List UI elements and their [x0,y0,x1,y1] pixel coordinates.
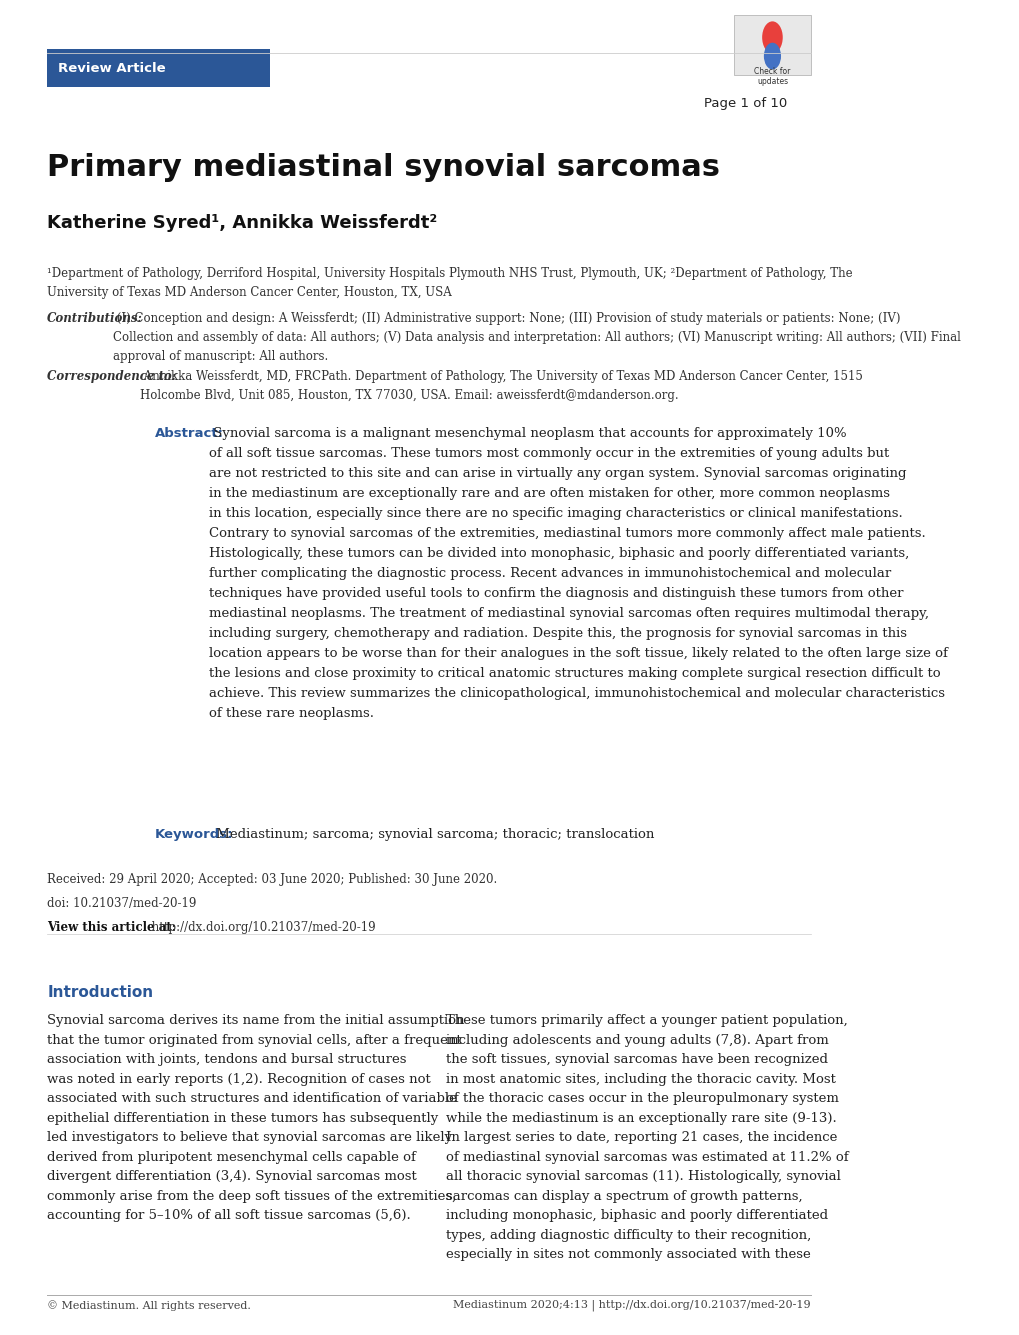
Text: Received: 29 April 2020; Accepted: 03 June 2020; Published: 30 June 2020.: Received: 29 April 2020; Accepted: 03 Ju… [47,873,497,886]
Circle shape [763,43,781,69]
Text: http://dx.doi.org/10.21037/med-20-19: http://dx.doi.org/10.21037/med-20-19 [149,921,376,934]
Text: Introduction: Introduction [47,985,153,1000]
Text: Abstract:: Abstract: [154,427,223,441]
FancyBboxPatch shape [733,15,810,75]
Text: Annikka Weissferdt, MD, FRCPath. Department of Pathology, The University of Texa: Annikka Weissferdt, MD, FRCPath. Departm… [140,370,862,402]
Text: Correspondence to:: Correspondence to: [47,370,176,383]
Text: Primary mediastinal synovial sarcomas: Primary mediastinal synovial sarcomas [47,154,719,183]
Text: © Mediastinum. All rights reserved.: © Mediastinum. All rights reserved. [47,1300,251,1311]
Circle shape [761,21,782,53]
Text: Mediastinum 2020;4:13 | http://dx.doi.org/10.21037/med-20-19: Mediastinum 2020;4:13 | http://dx.doi.or… [453,1299,810,1311]
Text: Synovial sarcoma is a malignant mesenchymal neoplasm that accounts for approxima: Synovial sarcoma is a malignant mesenchy… [208,427,947,720]
Text: Review Article: Review Article [57,61,165,75]
Text: Katherine Syred¹, Annikka Weissferdt²: Katherine Syred¹, Annikka Weissferdt² [47,214,437,231]
Text: These tumors primarily affect a younger patient population,
including adolescent: These tumors primarily affect a younger … [446,1015,848,1262]
Text: ¹Department of Pathology, Derriford Hospital, University Hospitals Plymouth NHS : ¹Department of Pathology, Derriford Hosp… [47,267,852,299]
Text: Mediastinum; sarcoma; synovial sarcoma; thoracic; translocation: Mediastinum; sarcoma; synovial sarcoma; … [212,828,654,841]
Text: Keywords:: Keywords: [154,828,232,841]
Text: Contributions:: Contributions: [47,312,143,326]
Text: Page 1 of 10: Page 1 of 10 [703,97,787,111]
Text: View this article at:: View this article at: [47,921,176,934]
Text: Synovial sarcoma derives its name from the initial assumption
that the tumor ori: Synovial sarcoma derives its name from t… [47,1015,465,1223]
FancyBboxPatch shape [47,49,270,87]
Text: Check for
updates: Check for updates [753,67,790,87]
Text: (I) Conception and design: A Weissferdt; (II) Administrative support: None; (III: (I) Conception and design: A Weissferdt;… [113,312,960,363]
Text: doi: 10.21037/med-20-19: doi: 10.21037/med-20-19 [47,897,197,910]
